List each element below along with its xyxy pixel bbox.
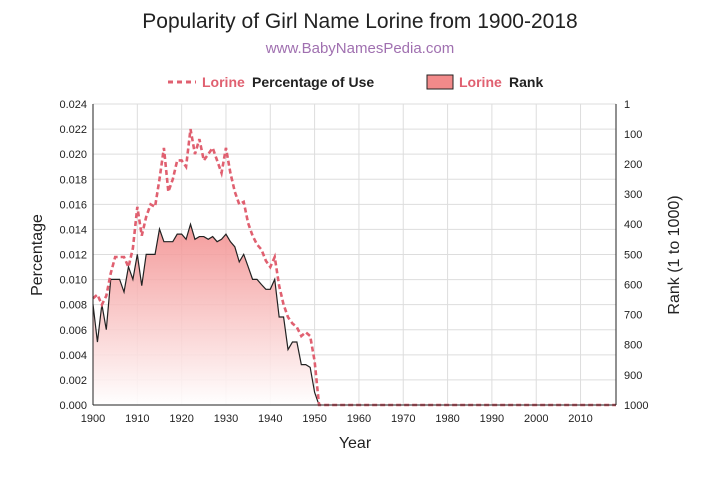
x-tick-label: 1950 <box>302 413 326 425</box>
y-tick-label: 0.010 <box>59 275 87 287</box>
y-tick-label: 0.006 <box>59 325 87 337</box>
x-tick-label: 1990 <box>480 413 504 425</box>
percentage-line <box>92 128 616 407</box>
y-tick-label: 0.002 <box>59 375 87 387</box>
y-tick-label: 0.004 <box>59 350 87 362</box>
x-tick-label: 1900 <box>81 413 105 425</box>
y-tick-label: 0.024 <box>59 99 87 111</box>
x-tick-label: 1930 <box>214 413 238 425</box>
rank-area <box>93 224 320 405</box>
tick-labels: 1900 1910 1920 1930 1940 1950 1960 1970 1980 1990… <box>59 99 648 425</box>
x-tick-label: 1980 <box>435 413 459 425</box>
y-tick-label: 0.020 <box>59 149 87 161</box>
legend-rank-swatch <box>426 74 454 90</box>
y-tick-label: 0.008 <box>59 300 87 312</box>
legend-rank-name: Lorine <box>459 74 502 90</box>
y2-tick-label: 300 <box>624 189 642 201</box>
y-tick-label: 0.022 <box>59 124 87 136</box>
y-tick-label: 0.016 <box>59 199 87 211</box>
y2-tick-label: 1 <box>624 99 630 111</box>
x-tick-label: 1970 <box>391 413 415 425</box>
y2-tick-label: 400 <box>624 219 642 231</box>
x-tick-label: 2000 <box>524 413 548 425</box>
axes <box>92 104 617 406</box>
y2-tick-label: 700 <box>624 310 642 322</box>
y2-axis-label: Rank (1 to 1000) <box>666 195 683 314</box>
y2-tick-label: 900 <box>624 370 642 382</box>
legend-percentage-name: Lorine <box>202 74 245 90</box>
legend-rank-text: Rank <box>509 74 543 90</box>
chart-title: Popularity of Girl Name Lorine from 1900… <box>142 10 578 33</box>
y2-tick-label: 100 <box>624 129 642 141</box>
y2-tick-label: 1000 <box>624 400 648 412</box>
series-lines <box>92 128 616 407</box>
x-axis-label: Year <box>339 435 372 452</box>
y2-tick-label: 500 <box>624 249 642 261</box>
grid <box>92 103 616 406</box>
y-tick-label: 0.000 <box>59 400 87 412</box>
legend-percentage-text: Percentage of Use <box>252 74 374 90</box>
y-tick-label: 0.014 <box>59 224 87 236</box>
y2-tick-label: 600 <box>624 279 642 291</box>
legend: Lorine Percentage of Use Lorine Rank <box>168 74 543 90</box>
x-tick-label: 1960 <box>347 413 371 425</box>
y2-tick-label: 800 <box>624 340 642 352</box>
y2-tick-label: 200 <box>624 159 642 171</box>
x-tick-label: 1940 <box>258 413 282 425</box>
x-tick-label: 2010 <box>568 413 592 425</box>
y-tick-label: 0.018 <box>59 174 87 186</box>
chart-subtitle: www.BabyNamesPedia.com <box>265 40 455 57</box>
rank-area-group <box>92 222 320 406</box>
x-tick-label: 1910 <box>125 413 149 425</box>
y-tick-label: 0.012 <box>59 250 87 262</box>
y-axis-label: Percentage <box>29 214 46 296</box>
x-tick-label: 1920 <box>169 413 193 425</box>
rank-line <box>92 222 320 406</box>
